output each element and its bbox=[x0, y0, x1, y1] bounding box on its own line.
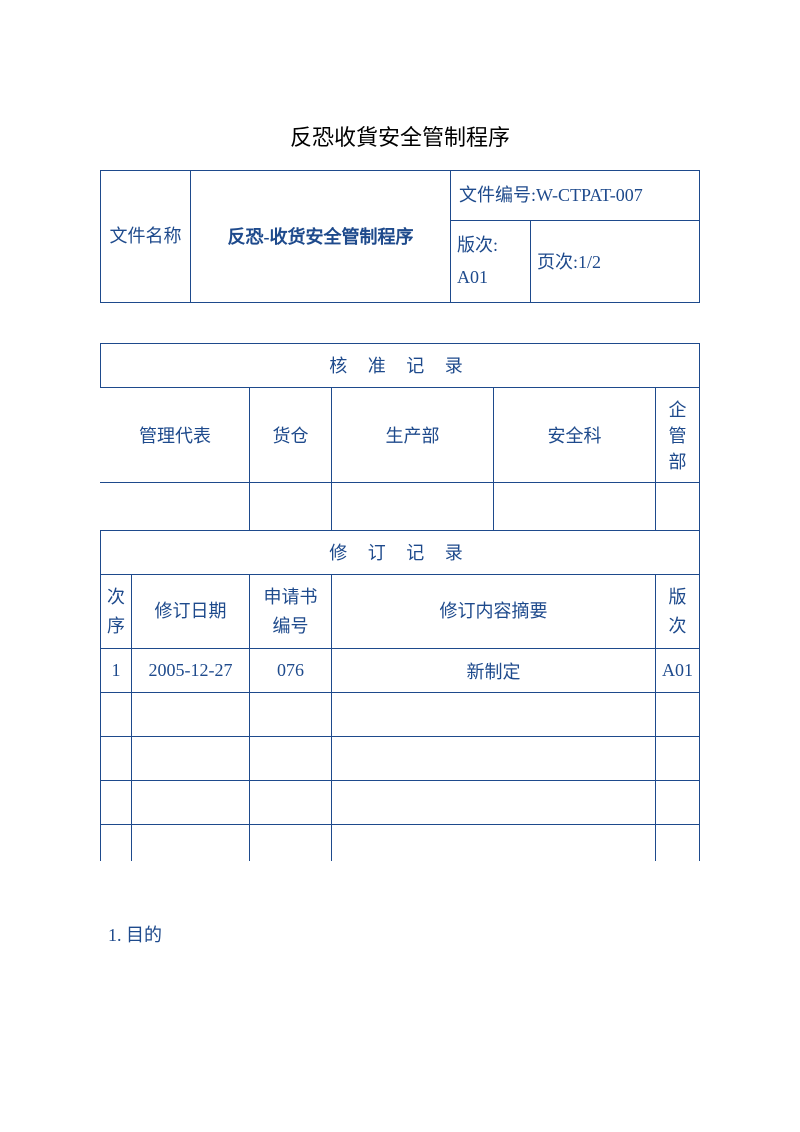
approval-sign-3 bbox=[494, 482, 656, 530]
page-value: 1/2 bbox=[578, 252, 601, 272]
rev-col-seq: 次序 bbox=[101, 574, 132, 649]
doc-number-cell: 文件编号:W-CTPAT-007 bbox=[451, 171, 700, 221]
doc-title-cell: 反恐-收货安全管制程序 bbox=[191, 171, 451, 303]
approval-col-2: 生产部 bbox=[332, 387, 494, 482]
approval-col-4: 企管部 bbox=[656, 387, 700, 482]
revision-row-empty-2 bbox=[101, 737, 700, 781]
approval-col-1: 货仓 bbox=[250, 387, 332, 482]
revision-row-1: 1 2005-12-27 076 新制定 A01 bbox=[101, 649, 700, 693]
doc-name-label: 文件名称 bbox=[101, 171, 191, 303]
rev-col-date: 修订日期 bbox=[132, 574, 250, 649]
approval-sign-0 bbox=[101, 482, 250, 530]
rev-appno-1: 076 bbox=[250, 649, 332, 693]
rev-col-ver: 版次 bbox=[656, 574, 700, 649]
page-label: 页次: bbox=[537, 252, 578, 272]
rev-ver-1: A01 bbox=[656, 649, 700, 693]
revision-header: 修 订 记 录 bbox=[101, 530, 700, 574]
doc-number-value: W-CTPAT-007 bbox=[536, 185, 643, 205]
document-header-table: 文件名称 反恐-收货安全管制程序 文件编号:W-CTPAT-007 版次: A0… bbox=[100, 170, 700, 303]
revision-row-empty-1 bbox=[101, 693, 700, 737]
approval-header: 核 准 记 录 bbox=[101, 343, 700, 387]
version-value: A01 bbox=[457, 267, 488, 287]
version-label: 版次: bbox=[457, 235, 498, 255]
rev-seq-1: 1 bbox=[101, 649, 132, 693]
revision-row-broken bbox=[101, 825, 700, 861]
approval-sign-2 bbox=[332, 482, 494, 530]
approval-col-3: 安全科 bbox=[494, 387, 656, 482]
version-cell: 版次: A01 bbox=[451, 221, 531, 303]
rev-col-summary: 修订内容摘要 bbox=[332, 574, 656, 649]
rev-col-appno: 申请书编号 bbox=[250, 574, 332, 649]
section-1-heading: 1. 目的 bbox=[100, 921, 700, 947]
rev-summary-1: 新制定 bbox=[332, 649, 656, 693]
rev-date-1: 2005-12-27 bbox=[132, 649, 250, 693]
page-title: 反恐收貨安全管制程序 bbox=[100, 120, 700, 152]
approval-sign-1 bbox=[250, 482, 332, 530]
approval-col-0: 管理代表 bbox=[101, 387, 250, 482]
revision-row-empty-3 bbox=[101, 781, 700, 825]
doc-number-label: 文件编号: bbox=[459, 185, 536, 205]
approval-sign-4 bbox=[656, 482, 700, 530]
approval-revision-table: 核 准 记 录 管理代表 货仓 生产部 安全科 企管部 修 订 记 录 次序 修… bbox=[100, 343, 700, 861]
page-cell: 页次:1/2 bbox=[531, 221, 700, 303]
